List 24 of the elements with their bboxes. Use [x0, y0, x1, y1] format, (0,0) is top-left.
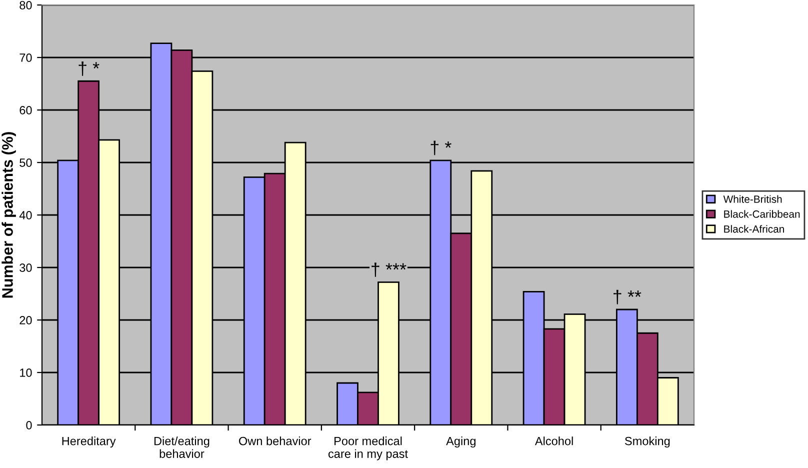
x-tick-label: Poor medical care in my past — [328, 436, 408, 460]
x-tick-label: Diet/eating behavior — [154, 436, 210, 458]
x-tick-label: Alcohol — [534, 436, 573, 446]
y-tick-label: 40 — [19, 211, 32, 220]
data-label: † *** — [372, 262, 406, 277]
y-tick-label: 70 — [20, 54, 32, 62]
data-label: † * — [78, 62, 100, 76]
legend-label: Black-African — [724, 225, 784, 233]
data-label: † ** — [614, 290, 642, 304]
y-axis-title: Number of patients (%) — [2, 132, 16, 298]
legend-label: White-British — [723, 195, 782, 203]
y-tick-label: 60 — [20, 106, 32, 114]
y-tick-label: 10 — [20, 368, 32, 377]
x-tick-label: Hereditary — [62, 436, 116, 448]
data-label: † * — [430, 140, 452, 156]
y-tick-label: 30 — [20, 264, 32, 272]
y-tick-label: 80 — [20, 1, 32, 10]
x-tick-label: Aging — [446, 436, 476, 448]
x-tick-label: Own behavior — [239, 436, 312, 446]
y-tick-label: 50 — [20, 158, 32, 167]
y-tick-label: 0 — [26, 421, 32, 430]
x-tick-label: Smoking — [625, 436, 670, 448]
y-tick-label: 20 — [20, 316, 32, 324]
legend-label: Black-Caribbean — [724, 210, 800, 218]
